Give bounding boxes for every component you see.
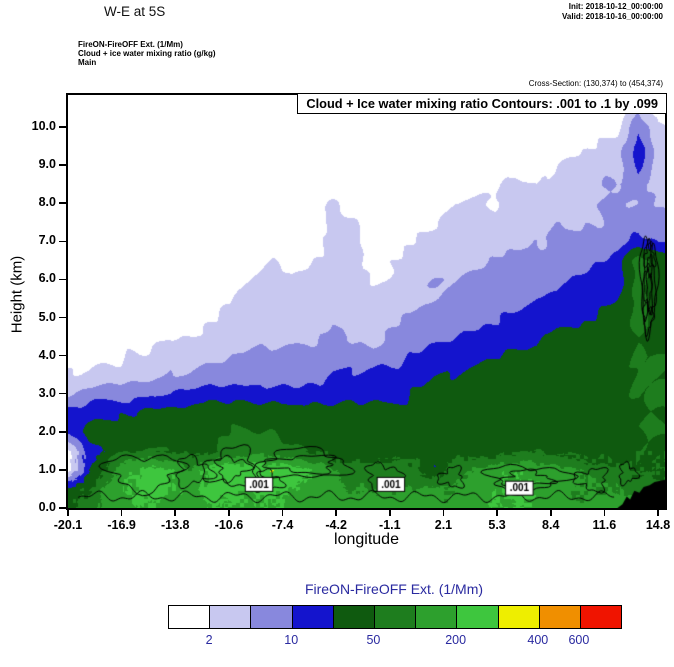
legend-cell-0: [169, 606, 210, 628]
x-tick-label: -20.1: [53, 518, 83, 532]
x-tick-label: -1.1: [379, 518, 401, 532]
y-axis-label: Height (km): [8, 255, 26, 334]
x-tick: [120, 510, 123, 516]
x-tick: [442, 510, 445, 516]
legend-value-label: 2: [205, 633, 213, 647]
legend-value-label: 200: [445, 633, 467, 647]
y-tick-label: 0.0: [38, 500, 56, 514]
x-tick-label: -7.4: [271, 518, 294, 532]
y-tick-label: 10.0: [31, 119, 56, 133]
y-tick-label: 8.0: [38, 195, 56, 210]
legend-cell-10: [579, 606, 622, 628]
x-tick: [389, 510, 391, 516]
x-tick: [228, 510, 230, 516]
legend-value-label: 600: [568, 633, 590, 647]
x-tick-label: 11.6: [592, 518, 617, 532]
legend-colorbar: [168, 605, 622, 629]
experiment-line-2: Cloud + ice water mixing ratio (g/kg): [78, 49, 216, 58]
contour-field-canvas: [68, 95, 665, 508]
legend-cell-7: [456, 606, 498, 628]
x-tick-label: -16.9: [107, 518, 136, 532]
legend-value-labels: 2 10 50 200 400 600: [168, 633, 620, 649]
x-tick: [281, 510, 284, 516]
x-tick-label: 14.8: [645, 518, 671, 532]
y-tick-label: 1.0: [38, 461, 56, 476]
legend-cell-6: [415, 606, 457, 628]
legend-cell-2: [250, 606, 292, 628]
x-tick: [496, 510, 498, 516]
x-tick-label: 5.3: [488, 518, 506, 532]
x-tick: [603, 510, 606, 516]
x-tick: [657, 510, 659, 516]
legend-value-label: 50: [366, 633, 381, 647]
legend-cell-1: [209, 606, 251, 628]
x-tick: [335, 510, 337, 516]
x-axis-label: longitude: [334, 531, 399, 548]
x-tick-label: 8.4: [542, 518, 560, 532]
legend-title: FireON-FireOFF Ext. (1/Mm): [304, 581, 484, 597]
x-tick-label: -13.8: [161, 518, 190, 532]
y-tick-label: 9.0: [38, 157, 56, 172]
experiment-line-1: FireON-FireOFF Ext. (1/Mm): [78, 40, 183, 49]
x-tick: [549, 510, 552, 516]
plot-area: Cloud + Ice water mixing ratio Contours:…: [66, 93, 667, 510]
x-tick-label: -10.6: [214, 518, 244, 532]
legend-cell-9: [538, 606, 580, 628]
experiment-line-3: Main: [78, 58, 97, 67]
legend-cell-5: [373, 606, 416, 628]
y-tick-label: 3.0: [38, 385, 56, 400]
legend-cell-3: [291, 606, 333, 628]
page-title: W-E at 5S: [104, 4, 166, 19]
valid-timestamp: Valid: 2018-10-16_00:00:00: [562, 12, 663, 21]
x-tick-label: 2.1: [434, 518, 453, 532]
x-tick: [174, 510, 177, 516]
legend-value-label: 10: [284, 633, 299, 647]
cross-section-info: Cross-Section: (130,374) to (454,374): [528, 79, 663, 88]
legend-value-label: 400: [527, 633, 549, 647]
init-timestamp: Init: 2018-10-12_00:00:00: [568, 2, 663, 11]
x-tick-label: -4.2: [325, 518, 347, 532]
y-tick-label: 2.0: [38, 423, 56, 438]
legend-cell-4: [332, 606, 374, 628]
legend-cell-8: [497, 606, 539, 628]
x-tick: [67, 510, 69, 516]
contour-info-box: Cloud + Ice water mixing ratio Contours:…: [297, 93, 667, 114]
